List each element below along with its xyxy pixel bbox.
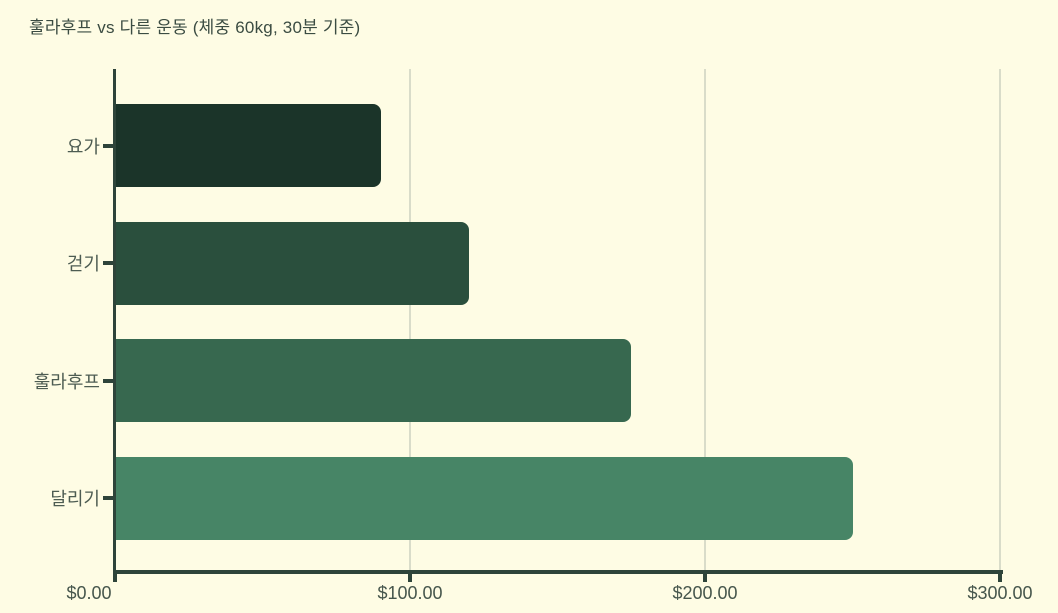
chart-title: 훌라후프 vs 다른 운동 (체중 60kg, 30분 기준) <box>29 18 361 37</box>
x-axis-label-$100.00: $100.00 <box>377 583 443 603</box>
x-tick <box>408 574 412 582</box>
y-tick <box>103 143 114 148</box>
x-axis-label-$300.00: $300.00 <box>967 583 1033 603</box>
y-tick <box>103 496 114 500</box>
bar-걷기[interactable] <box>115 221 469 305</box>
x-tick <box>113 574 117 582</box>
x-tick <box>998 574 1002 582</box>
bar-요가[interactable] <box>115 104 381 187</box>
gridline-x-300 <box>999 69 1001 573</box>
bar-달리기[interactable] <box>115 456 853 540</box>
bar-훌라후프[interactable] <box>115 339 632 422</box>
x-axis-line <box>113 570 1003 574</box>
y-axis-label-걷기: 걷기 <box>66 254 100 274</box>
gridline-x-200 <box>704 69 706 573</box>
x-axis-label-$200.00: $200.00 <box>672 583 738 603</box>
x-axis-label-$0.00: $0.00 <box>66 583 112 603</box>
y-axis-label-훌라후프: 훌라후프 <box>33 371 100 392</box>
gridline-x-100 <box>409 69 411 573</box>
y-axis-label-요가: 요가 <box>66 136 100 157</box>
y-axis-line <box>113 69 116 574</box>
plot-area <box>115 69 1001 573</box>
y-axis-label-달리기: 달리기 <box>50 489 100 509</box>
y-tick <box>103 378 114 383</box>
x-tick <box>703 574 707 582</box>
y-tick <box>103 261 114 265</box>
